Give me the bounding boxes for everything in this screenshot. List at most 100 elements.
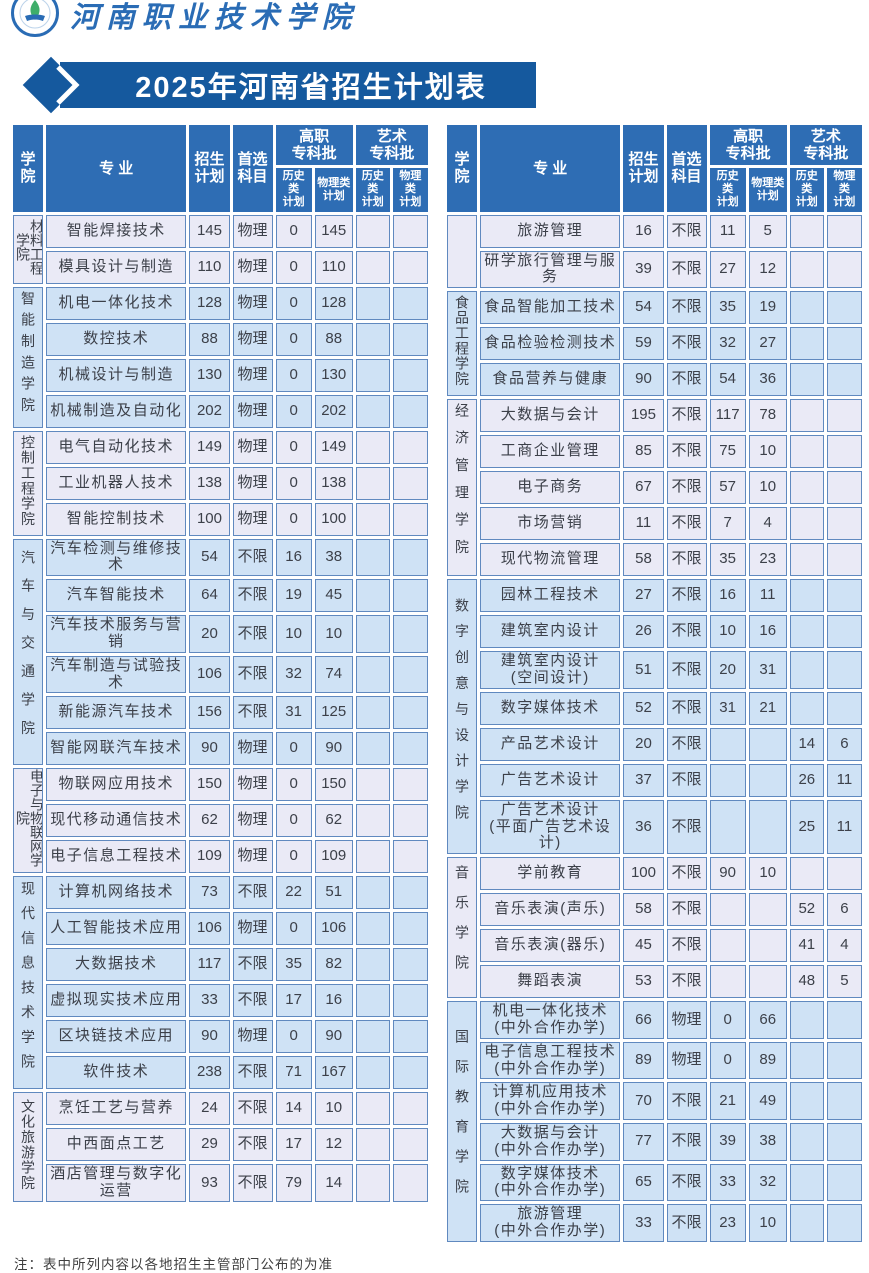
major-cell: 学前教育 xyxy=(480,857,621,891)
table-row: 汽车制造与试验技术 106 不限 32 74 xyxy=(13,655,428,694)
history-plan-cell: 75 xyxy=(709,435,746,469)
history-plan-cell: 71 xyxy=(275,1056,312,1090)
subject-cell: 不限 xyxy=(666,214,707,248)
physics-plan-cell: 202 xyxy=(314,394,353,428)
page-header: 河南职业技术学院 xyxy=(0,0,869,42)
table-row: 现代物流管理 58 不限 35 23 xyxy=(447,543,862,577)
subject-cell: 不限 xyxy=(232,1056,273,1090)
art-physics-plan-cell xyxy=(826,1163,862,1202)
history-plan-cell xyxy=(709,893,746,927)
physics-plan-cell: 145 xyxy=(314,214,353,248)
art-history-plan-cell xyxy=(789,579,824,613)
college-cell: 材料工程学院 xyxy=(13,214,44,284)
history-plan-cell: 35 xyxy=(275,948,312,982)
header-history-plan: 历史类 计划 xyxy=(709,168,746,212)
table-row: 经济管理学院 大数据与会计 195 不限 117 78 xyxy=(447,399,862,577)
major-cell: 工业机器人技术 xyxy=(46,466,187,500)
subject-cell: 物理 xyxy=(232,322,273,356)
physics-plan-cell: 66 xyxy=(748,1001,787,1039)
table-row: 大数据与会计 (中外合作办学) 77 不限 39 38 xyxy=(447,1122,862,1161)
subject-cell: 不限 xyxy=(666,799,707,855)
subject-cell: 物理 xyxy=(232,250,273,284)
physics-plan-cell: 32 xyxy=(748,1163,787,1202)
plan-cell: 64 xyxy=(189,579,230,613)
art-history-plan-cell xyxy=(355,250,390,284)
physics-plan-cell: 38 xyxy=(748,1122,787,1161)
history-plan-cell: 0 xyxy=(275,466,312,500)
major-cell: 汽车技术服务与营销 xyxy=(46,615,187,653)
table-row: 汽车技术服务与营销 20 不限 10 10 xyxy=(13,615,428,653)
subject-cell: 物理 xyxy=(232,358,273,392)
subject-cell: 不限 xyxy=(666,1204,707,1242)
art-history-plan-cell xyxy=(789,615,824,649)
art-history-plan-cell xyxy=(355,984,390,1018)
physics-plan-cell: 4 xyxy=(748,507,787,541)
art-physics-plan-cell xyxy=(392,358,428,392)
table-row: 食品检验检测技术 59 不限 32 27 xyxy=(447,327,862,361)
subject-cell: 不限 xyxy=(666,1163,707,1202)
art-physics-plan-cell xyxy=(392,984,428,1018)
major-cell: 舞蹈表演 xyxy=(480,965,621,999)
plan-cell: 106 xyxy=(189,912,230,946)
plan-cell: 90 xyxy=(623,363,664,397)
major-cell: 数控技术 xyxy=(46,322,187,356)
physics-plan-cell: 5 xyxy=(748,214,787,248)
subject-cell: 不限 xyxy=(232,876,273,910)
physics-plan-cell xyxy=(748,799,787,855)
plan-cell: 195 xyxy=(623,399,664,433)
art-history-plan-cell xyxy=(789,327,824,361)
major-cell: 旅游管理 (中外合作办学) xyxy=(480,1204,621,1242)
major-cell: 计算机应用技术 (中外合作办学) xyxy=(480,1082,621,1120)
header-vocational-batch: 高职 专科批 xyxy=(275,125,353,165)
university-name: 河南职业技术学院 xyxy=(70,0,359,34)
history-plan-cell: 0 xyxy=(275,322,312,356)
table-row: 人工智能技术应用 106 物理 0 106 xyxy=(13,912,428,946)
table-row: 数字媒体技术 52 不限 31 21 xyxy=(447,691,862,725)
physics-plan-cell: 100 xyxy=(314,502,353,536)
physics-plan-cell: 130 xyxy=(314,358,353,392)
table-row: 机械设计与制造 130 物理 0 130 xyxy=(13,358,428,392)
major-cell: 音乐表演(声乐) xyxy=(480,893,621,927)
table-row: 数控技术 88 物理 0 88 xyxy=(13,322,428,356)
history-plan-cell: 10 xyxy=(709,615,746,649)
major-cell: 数字媒体技术 xyxy=(480,691,621,725)
plan-cell: 117 xyxy=(189,948,230,982)
major-cell: 大数据技术 xyxy=(46,948,187,982)
major-cell: 现代物流管理 xyxy=(480,543,621,577)
major-cell: 模具设计与制造 xyxy=(46,250,187,284)
art-history-plan-cell: 41 xyxy=(789,929,824,963)
plan-cell: 53 xyxy=(623,965,664,999)
subject-cell: 物理 xyxy=(232,394,273,428)
physics-plan-cell: 62 xyxy=(314,804,353,838)
plan-cell: 138 xyxy=(189,466,230,500)
physics-plan-cell: 88 xyxy=(314,322,353,356)
table-row: 电子信息工程技术 109 物理 0 109 xyxy=(13,840,428,874)
history-plan-cell: 39 xyxy=(709,1122,746,1161)
art-history-plan-cell xyxy=(355,840,390,874)
header-physics-plan: 物理类 计划 xyxy=(314,168,353,212)
physics-plan-cell: 31 xyxy=(748,651,787,689)
history-plan-cell: 0 xyxy=(275,250,312,284)
physics-plan-cell: 51 xyxy=(314,876,353,910)
physics-plan-cell: 27 xyxy=(748,327,787,361)
history-plan-cell: 22 xyxy=(275,876,312,910)
header-plan: 招生 计划 xyxy=(623,125,664,212)
page-title: 2025年河南省招生计划表 xyxy=(135,72,487,104)
major-cell: 电子信息工程技术 (中外合作办学) xyxy=(480,1041,621,1080)
table-row: 音乐学院 学前教育 100 不限 90 10 xyxy=(447,857,862,999)
header-art-physics-plan: 物理类 计划 xyxy=(826,168,862,212)
college-cell: 电子与物联网学院 xyxy=(13,768,44,874)
physics-plan-cell: 12 xyxy=(748,250,787,289)
plan-cell: 100 xyxy=(623,857,664,891)
art-physics-plan-cell xyxy=(826,691,862,725)
subject-cell: 物理 xyxy=(232,768,273,802)
physics-plan-cell: 78 xyxy=(748,399,787,433)
college-cell: 食品工程学院 xyxy=(447,291,478,397)
major-cell: 酒店管理与数字化运营 xyxy=(46,1164,187,1202)
subject-cell: 不限 xyxy=(232,615,273,653)
history-plan-cell: 31 xyxy=(275,696,312,730)
art-physics-plan-cell xyxy=(392,696,428,730)
table-row: 产品艺术设计 20 不限 14 6 xyxy=(447,727,862,761)
art-history-plan-cell xyxy=(789,1163,824,1202)
physics-plan-cell xyxy=(748,893,787,927)
